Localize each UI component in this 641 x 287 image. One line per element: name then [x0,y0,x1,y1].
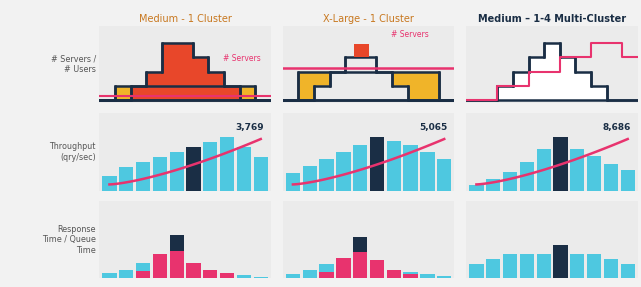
Bar [387,141,401,191]
Bar [570,255,585,278]
Bar [337,152,351,191]
Bar [420,274,435,278]
Bar [520,255,534,278]
Bar [353,145,367,191]
Bar [353,237,367,252]
Polygon shape [466,43,638,100]
Bar [420,152,435,191]
Bar [153,257,167,278]
Title: X-Large - 1 Cluster: X-Large - 1 Cluster [323,14,414,24]
Bar [503,172,517,191]
Bar [187,268,201,278]
Bar [153,157,167,191]
Bar [187,147,201,191]
Bar [437,159,451,191]
Text: 3,769: 3,769 [235,123,264,132]
Bar [237,147,251,191]
Bar [370,266,384,278]
Text: Response
Time / Queue
Time: Response Time / Queue Time [42,225,96,255]
Bar [553,255,568,278]
Bar [119,166,133,191]
Title: Medium - 1 Cluster: Medium - 1 Cluster [138,14,231,24]
Bar [254,157,268,191]
Polygon shape [283,57,454,100]
Bar [103,176,117,191]
Bar [337,258,351,278]
Bar [370,260,384,278]
Bar [136,272,150,278]
Bar [319,159,334,191]
Bar [203,272,217,278]
Bar [437,276,451,278]
Bar [220,273,234,278]
Bar [553,137,568,191]
Bar [403,274,418,278]
Bar [337,258,351,278]
Text: # Servers: # Servers [223,54,261,63]
Bar [403,145,418,191]
Text: # Servers /
# Users: # Servers / # Users [51,55,96,74]
Bar [587,255,601,278]
Bar [469,185,483,191]
Bar [103,273,117,278]
Text: 5,065: 5,065 [419,123,447,132]
Bar [486,259,501,278]
Bar [303,166,317,191]
Title: Medium – 1-4 Multi-Cluster: Medium – 1-4 Multi-Cluster [478,14,626,24]
Bar [136,263,150,278]
Bar [319,264,334,278]
Bar [553,245,568,278]
Bar [587,156,601,191]
Bar [203,142,217,191]
Bar [387,270,401,278]
Bar [169,251,184,278]
Bar [203,270,217,278]
Bar [570,149,585,191]
Text: Throughput
(qry/sec): Throughput (qry/sec) [49,142,96,162]
Bar [119,270,133,278]
Bar [169,152,184,191]
Bar [220,137,234,191]
Bar [604,164,618,191]
Polygon shape [99,86,271,100]
Bar [520,162,534,191]
Bar [303,270,317,278]
Bar [469,264,483,278]
Bar [237,275,251,278]
Bar [620,264,635,278]
Bar [153,254,167,278]
Text: 8,686: 8,686 [603,123,631,132]
Bar [604,259,618,278]
Text: # Servers: # Servers [391,30,429,39]
Bar [319,272,334,278]
Bar [169,235,184,251]
Bar [620,170,635,191]
Bar [387,270,401,278]
Bar [254,277,268,278]
Polygon shape [99,43,271,100]
Polygon shape [283,72,454,100]
Bar [220,273,234,278]
Bar [403,272,418,278]
Bar [503,255,517,278]
Bar [286,274,300,278]
Bar [136,162,150,191]
Bar [169,265,184,278]
Bar [486,179,501,191]
Bar [187,263,201,278]
Bar [537,149,551,191]
Bar [353,252,367,278]
Bar [537,255,551,278]
Bar [354,44,369,57]
Bar [286,173,300,191]
Bar [353,262,367,278]
Bar [370,137,384,191]
